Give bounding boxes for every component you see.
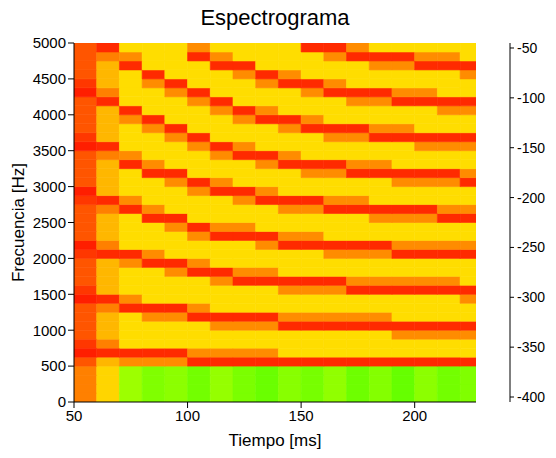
svg-text:500: 500 — [41, 357, 66, 374]
svg-text:0: 0 — [58, 393, 66, 410]
svg-text:2000: 2000 — [33, 250, 66, 267]
svg-text:4000: 4000 — [33, 106, 66, 123]
svg-text:4500: 4500 — [33, 70, 66, 87]
svg-text:100: 100 — [175, 407, 200, 424]
svg-text:1000: 1000 — [33, 322, 66, 339]
svg-text:-100: -100 — [517, 90, 545, 106]
svg-text:2500: 2500 — [33, 214, 66, 231]
svg-text:3500: 3500 — [33, 142, 66, 159]
svg-text:50: 50 — [66, 407, 83, 424]
svg-text:Frecuencia [Hz]: Frecuencia [Hz] — [9, 163, 28, 282]
svg-text:-300: -300 — [517, 289, 545, 305]
html-text:Espectrograma: Espectrograma — [200, 5, 350, 30]
svg-text:-150: -150 — [517, 140, 545, 156]
svg-text:-200: -200 — [517, 190, 545, 206]
svg-text:200: 200 — [402, 407, 427, 424]
svg-text:-250: -250 — [517, 239, 545, 255]
svg-text:150: 150 — [289, 407, 314, 424]
svg-text:-50: -50 — [517, 40, 537, 56]
svg-text:-350: -350 — [517, 339, 545, 355]
svg-text:Tiempo [ms]: Tiempo [ms] — [229, 431, 322, 450]
svg-text:5000: 5000 — [33, 34, 66, 51]
svg-text:3000: 3000 — [33, 178, 66, 195]
svg-text:1500: 1500 — [33, 286, 66, 303]
svg-text:-400: -400 — [517, 389, 545, 405]
